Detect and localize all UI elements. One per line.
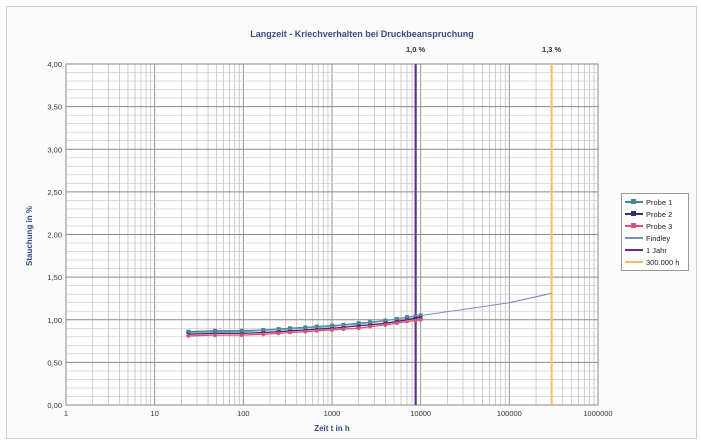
legend-swatch <box>625 210 643 218</box>
data-point <box>186 333 191 338</box>
data-point <box>418 317 423 322</box>
y-tick-label: 0,50 <box>47 358 62 367</box>
legend-item: 1 Jahr <box>625 244 685 256</box>
data-point <box>288 330 293 335</box>
data-point <box>394 321 399 326</box>
x-tick-labels: 1 10 100 1000 10000 100000 1000000 <box>64 409 613 418</box>
series-line <box>188 292 552 334</box>
x-tick-label: 100 <box>237 409 250 418</box>
legend-label: Probe 2 <box>646 209 673 219</box>
legend-item: 300.000 h <box>625 256 685 268</box>
data-point <box>303 329 308 334</box>
data-point <box>314 328 319 333</box>
legend-item: Probe 2 <box>625 208 685 220</box>
y-tick-label: 3,00 <box>47 145 62 154</box>
legend-line <box>625 261 643 263</box>
data-point <box>239 328 244 333</box>
y-tick-label: 0,00 <box>47 401 62 410</box>
series-group <box>185 292 552 338</box>
data-point <box>341 327 346 332</box>
data-point <box>383 322 388 327</box>
data-point <box>330 323 334 328</box>
y-tick-label: 3,50 <box>47 103 62 112</box>
data-point <box>261 327 266 332</box>
marker-label: 1,0 % <box>406 45 426 54</box>
legend-label: Probe 3 <box>646 221 673 231</box>
chart-frame: 1,0 % 1,3 % 1 10 100 1000 10000 100000 1000000 … <box>6 6 697 439</box>
legend-label: Findley <box>646 233 671 243</box>
data-point <box>213 328 218 333</box>
data-point <box>261 332 266 337</box>
data-point <box>330 327 334 332</box>
data-point <box>186 329 191 334</box>
legend-label: 300.000 h <box>646 257 680 267</box>
marker-label: 1,3 % <box>542 45 562 54</box>
y-tick-label: 1,50 <box>47 273 62 282</box>
x-tick-label: 10000 <box>410 409 431 418</box>
data-point <box>368 324 373 329</box>
legend-swatch <box>625 198 643 206</box>
legend-marker <box>631 211 636 216</box>
data-point <box>239 333 244 338</box>
legend-line <box>625 237 643 239</box>
legend-marker <box>631 223 636 228</box>
legend-swatch <box>625 258 643 266</box>
y-tick-label: 2,50 <box>47 188 62 197</box>
y-tick-label: 1,00 <box>47 316 62 325</box>
x-tick-label: 1000000 <box>583 409 612 418</box>
y-tick-label: 2,00 <box>47 231 62 240</box>
data-point <box>404 319 409 324</box>
legend-marker <box>631 199 636 204</box>
y-axis-title: Stauchung in % <box>25 206 34 266</box>
legend-item: Probe 1 <box>625 196 685 208</box>
data-point <box>341 322 346 327</box>
data-point <box>288 326 293 331</box>
legend-label: 1 Jahr <box>646 245 667 255</box>
y-tick-labels: 0,00 0,50 1,00 1,50 2,00 2,50 3,00 3,50 4,00 <box>47 60 62 410</box>
data-point <box>276 331 281 336</box>
legend-swatch <box>625 222 643 230</box>
data-point <box>413 318 418 323</box>
chart-title: Langzeit - Kriechverhalten bei Druckbean… <box>250 29 474 39</box>
x-tick-label: 100000 <box>497 409 522 418</box>
data-point <box>303 325 308 330</box>
legend-item: Findley <box>625 232 685 244</box>
marker-lines: 1,0 % 1,3 % <box>406 45 562 405</box>
data-point <box>356 321 361 326</box>
grid-lines <box>65 63 598 406</box>
legend-swatch <box>625 246 643 254</box>
x-tick-label: 1 <box>64 409 68 418</box>
legend-swatch <box>625 234 643 242</box>
legend-line <box>625 249 643 251</box>
x-tick-label: 1000 <box>324 409 341 418</box>
chart-svg: 1,0 % 1,3 % 1 10 100 1000 10000 100000 1000000 … <box>25 29 613 433</box>
x-tick-label: 10 <box>150 409 158 418</box>
legend-label: Probe 1 <box>646 197 673 207</box>
data-point <box>213 333 218 338</box>
data-point <box>314 324 319 329</box>
y-tick-label: 4,00 <box>47 60 62 69</box>
legend: Probe 1 Probe 2 Probe 3 Findley 1 Jahr 300.00… <box>621 193 689 271</box>
x-axis-title: Zeit t in h <box>314 424 350 433</box>
legend-item: Probe 3 <box>625 220 685 232</box>
data-point <box>356 326 361 331</box>
